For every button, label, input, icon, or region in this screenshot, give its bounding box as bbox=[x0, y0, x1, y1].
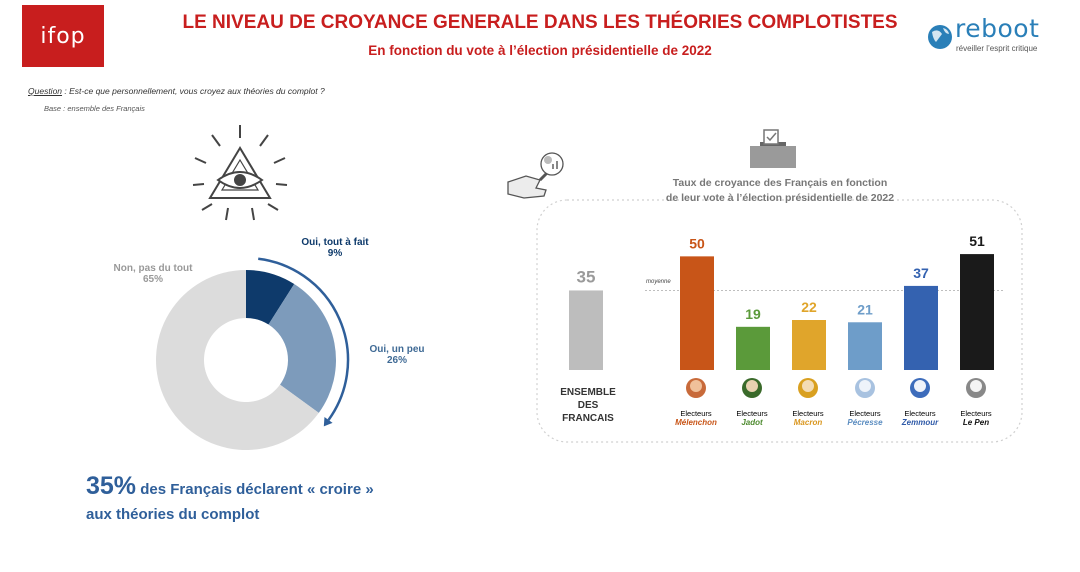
pie-label-oui-tout-a-fait: Oui, tout à fait 9% bbox=[290, 237, 380, 259]
category-name: Le Pen bbox=[962, 418, 990, 427]
donut-chart bbox=[155, 270, 336, 451]
bar-value-2: 22 bbox=[801, 299, 817, 315]
category-prefix: Electeurs bbox=[960, 409, 992, 418]
pie-label-value: 26% bbox=[386, 355, 407, 366]
pie-label-text: Non, pas du tout bbox=[113, 263, 193, 274]
bar-0 bbox=[680, 256, 714, 370]
bar-value-4: 37 bbox=[913, 265, 929, 281]
bar-3 bbox=[848, 322, 882, 370]
pie-label-non-pas-du-tout: Non, pas du tout 65% bbox=[98, 263, 208, 285]
all-seeing-eye-icon bbox=[192, 125, 288, 221]
category-label-zemmour: Electeurs Zemmour bbox=[885, 409, 955, 427]
category-prefix: Electeurs bbox=[904, 409, 936, 418]
reboot-tagline: réveiller l’esprit critique bbox=[956, 44, 1038, 53]
ballot-box-icon bbox=[750, 129, 796, 168]
question-text: : Est-ce que personnellement, vous croye… bbox=[62, 86, 325, 96]
bar-chart-title: Taux de croyance des Français en fonctio… bbox=[620, 176, 940, 206]
bar-value-ensemble: 35 bbox=[577, 267, 596, 286]
headline-line2: aux théories du complot bbox=[86, 506, 260, 523]
arc-arrow-head bbox=[323, 417, 333, 427]
category-label-le-pen: Electeurs Le Pen bbox=[941, 409, 1011, 427]
category-name: Jadot bbox=[741, 418, 763, 427]
average-line-label: moyenne bbox=[646, 279, 671, 285]
bar-value-0: 50 bbox=[689, 235, 705, 251]
candidate-portraits bbox=[686, 378, 986, 398]
bar-ensemble bbox=[569, 290, 603, 370]
zemmour-portrait-icon bbox=[910, 378, 930, 398]
donut-slice-1 bbox=[268, 284, 336, 413]
category-name: Pécresse bbox=[847, 418, 883, 427]
category-name: Zemmour bbox=[901, 418, 939, 427]
bar-5 bbox=[960, 254, 994, 370]
pie-label-value: 9% bbox=[327, 248, 343, 259]
bar-chart-title-line2: de leur vote à l’élection présidentielle… bbox=[665, 192, 895, 204]
pie-label-value: 65% bbox=[142, 274, 163, 285]
reference-bar-label: ENSEMBLE DES FRANCAIS bbox=[553, 386, 623, 425]
reboot-globe-icon bbox=[928, 25, 952, 49]
category-prefix: Electeurs bbox=[736, 409, 768, 418]
reference-bar-label-line: FRANCAIS bbox=[562, 413, 614, 424]
survey-question: Question : Est-ce que personnellement, v… bbox=[28, 86, 325, 96]
bar-4 bbox=[904, 285, 938, 370]
category-name: Macron bbox=[793, 418, 823, 427]
bar-value-3: 21 bbox=[857, 301, 873, 317]
bar-chart-title-line1: Taux de croyance des Français en fonctio… bbox=[672, 177, 888, 189]
pie-label-text: Oui, tout à fait bbox=[301, 237, 369, 248]
melenchon-portrait-icon bbox=[686, 378, 706, 398]
bar-2 bbox=[792, 320, 826, 370]
category-label-macron: Electeurs Macron bbox=[773, 409, 843, 427]
ifop-logo: ifop bbox=[22, 5, 104, 67]
donut-slice-0 bbox=[246, 270, 295, 325]
headline-text: des Français déclarent « croire » bbox=[136, 481, 374, 498]
category-label-jadot: Electeurs Jadot bbox=[717, 409, 787, 427]
donut-slice-2 bbox=[155, 270, 319, 451]
category-label-pecresse: Electeurs Pécresse bbox=[830, 409, 900, 427]
survey-base: Base : ensemble des Français bbox=[44, 104, 145, 113]
le-pen-portrait-icon bbox=[966, 378, 986, 398]
category-prefix: Electeurs bbox=[792, 409, 824, 418]
oui-total-arc-arrow bbox=[258, 257, 350, 427]
pecresse-portrait-icon bbox=[855, 378, 875, 398]
macron-portrait-icon bbox=[798, 378, 818, 398]
bar-1 bbox=[736, 326, 770, 370]
category-prefix: Electeurs bbox=[680, 409, 712, 418]
reference-bar-label-line: ENSEMBLE bbox=[560, 387, 616, 398]
page-title: LE NIVEAU DE CROYANCE GENERALE DANS LES … bbox=[182, 12, 898, 33]
headline-percentage: 35% bbox=[86, 472, 137, 500]
pie-label-text: Oui, un peu bbox=[369, 344, 425, 355]
category-prefix: Electeurs bbox=[849, 409, 881, 418]
headline: 35% des Français déclarent « croire » bbox=[86, 472, 374, 501]
arc-arrow-line bbox=[258, 257, 350, 421]
bar-chart: 35 50 19 22 21 37 51 bbox=[569, 233, 1005, 370]
reboot-logo-text: reboot bbox=[955, 14, 1040, 43]
bar-value-1: 19 bbox=[745, 306, 761, 322]
category-name: Mélenchon bbox=[675, 418, 717, 427]
question-prefix: Question bbox=[28, 86, 63, 96]
page-subtitle: En fonction du vote à l’élection préside… bbox=[368, 43, 712, 58]
reference-bar-label-line: DES bbox=[577, 400, 599, 411]
jadot-portrait-icon bbox=[742, 378, 762, 398]
pie-label-oui-un-peu: Oui, un peu 26% bbox=[352, 344, 442, 366]
hand-magnifier-icon bbox=[507, 152, 564, 199]
bar-value-5: 51 bbox=[969, 233, 985, 249]
category-label-melenchon: Electeurs Mélenchon bbox=[661, 409, 731, 427]
